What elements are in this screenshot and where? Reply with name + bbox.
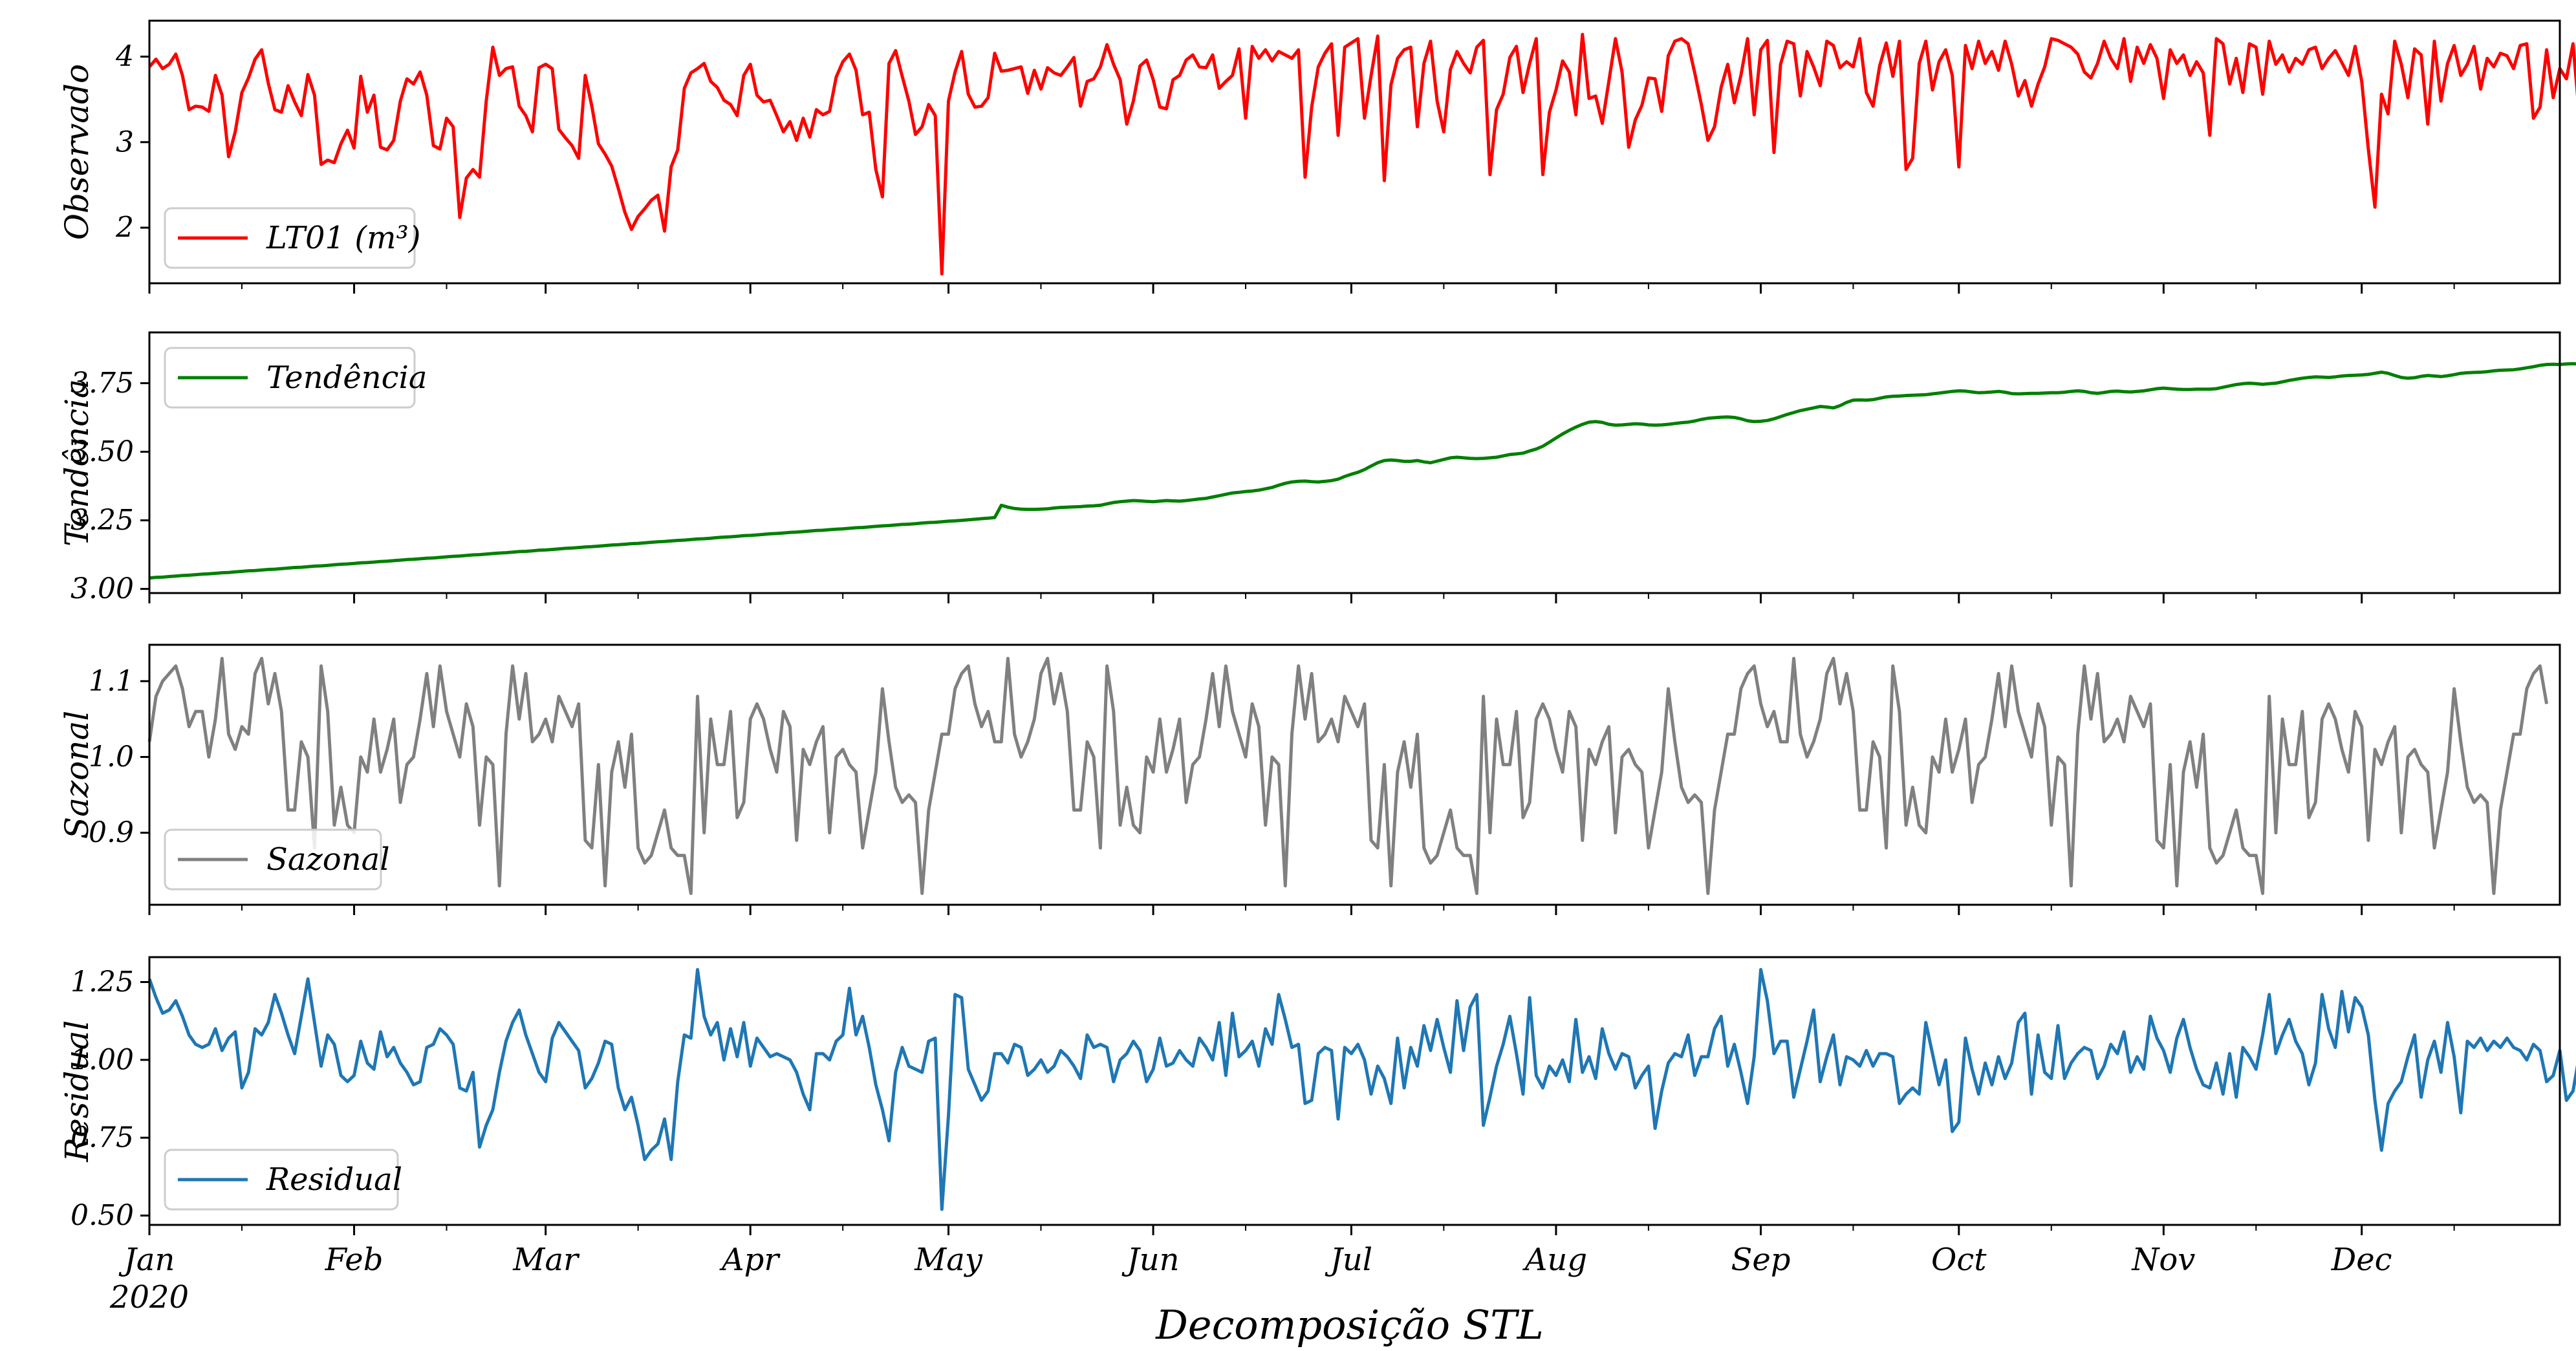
sazonal-series-line [147,656,2549,895]
x-year-label: 2020 [109,1279,189,1315]
residual-legend: Residual [164,1149,402,1211]
x-tick-label: Oct [1931,1242,1987,1278]
x-tick-label: Apr [719,1242,781,1278]
legend-label: LT01 (m³) [266,220,421,256]
observado-ylabel: Observado [58,64,96,240]
residual-series-line [147,967,2576,1211]
x-tick-label: Nov [2131,1242,2195,1278]
y-tick-label: 3 [116,125,134,158]
x-axis-ticks: Jan Feb Mar Apr May Jun Jul Aug Sep Oct Nov Dec 2020 [109,1242,2392,1315]
x-tick-label: Mar [512,1242,580,1278]
y-tick-label: 0.75 [70,1121,134,1154]
y-tick-label: 1.0 [89,740,134,773]
y-tick-label: 3.00 [70,572,134,605]
x-tick-label: Sep [1731,1242,1790,1278]
x-tick-label: May [914,1242,983,1278]
x-tick-label: Jul [1325,1242,1373,1278]
y-tick-label: 2 [115,211,134,244]
observado-legend: LT01 (m³) [164,207,421,269]
legend-box [164,207,416,269]
legend-label: Sazonal [266,841,390,878]
x-tick-label: Jan [118,1242,175,1278]
plot-frame [148,331,2561,594]
seasonal-panel: 0.9 1.0 1.1 Sazonal Sazonal [58,643,2561,915]
legend-box [164,347,416,409]
observed-panel: 2 3 4 Observado LT01 (m³) [58,19,2576,294]
y-tick-label: 1.25 [70,966,134,999]
tendencia-ylabel: Tendência [58,379,96,546]
x-tick-label: Dec [2331,1242,2392,1278]
sazonal-ylabel: Sazonal [58,711,96,839]
residual-panel: 0.50 0.75 1.00 1.25 Residual Residual [58,956,2576,1235]
tendencia-legend: Tendência [164,347,428,409]
y-tick-label: 0.50 [70,1199,134,1232]
y-tick-label: 3.50 [70,435,134,468]
x-tick-label: Aug [1522,1242,1587,1278]
figure-xlabel: Decomposição STL [1155,1301,1544,1348]
plot-frame [148,956,2561,1226]
y-tick-label: 1.1 [89,665,134,698]
y-tick-label: 4 [115,40,134,73]
tendencia-series-line [149,362,2576,580]
legend-label: Residual [266,1162,402,1198]
sazonal-legend: Sazonal [164,828,390,891]
x-tick-label: Feb [325,1242,384,1278]
plot-frame [148,643,2561,906]
y-tick-label: 3.75 [70,367,134,400]
y-tick-label: 1.00 [70,1043,134,1076]
y-tick-label: 0.9 [89,816,134,849]
x-tick-label: Jun [1121,1242,1180,1278]
plot-frame [148,19,2561,285]
y-tick-label: 3.25 [70,504,134,537]
legend-box [164,1149,399,1211]
legend-box [164,828,382,891]
residual-ylabel: Residual [58,1021,96,1163]
lt01-m-series-line [148,32,2576,276]
legend-label: Tendência [266,360,428,396]
